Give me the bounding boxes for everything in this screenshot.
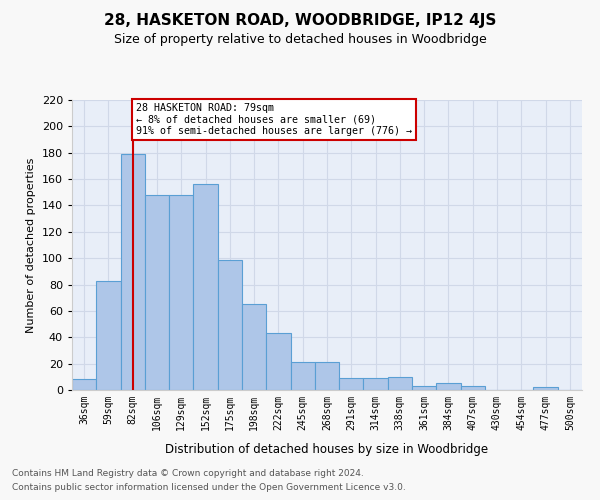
Bar — [145, 195, 169, 390]
Bar — [533, 388, 558, 390]
Bar — [72, 380, 96, 390]
Text: Contains public sector information licensed under the Open Government Licence v3: Contains public sector information licen… — [12, 484, 406, 492]
Bar — [242, 304, 266, 390]
Bar — [461, 386, 485, 390]
Bar — [121, 154, 145, 390]
Bar — [193, 184, 218, 390]
Text: Distribution of detached houses by size in Woodbridge: Distribution of detached houses by size … — [166, 442, 488, 456]
Bar — [96, 280, 121, 390]
Bar — [218, 260, 242, 390]
Text: Size of property relative to detached houses in Woodbridge: Size of property relative to detached ho… — [113, 32, 487, 46]
Text: 28 HASKETON ROAD: 79sqm
← 8% of detached houses are smaller (69)
91% of semi-det: 28 HASKETON ROAD: 79sqm ← 8% of detached… — [136, 102, 412, 136]
Bar — [436, 384, 461, 390]
Bar — [315, 362, 339, 390]
Text: 28, HASKETON ROAD, WOODBRIDGE, IP12 4JS: 28, HASKETON ROAD, WOODBRIDGE, IP12 4JS — [104, 12, 496, 28]
Text: Contains HM Land Registry data © Crown copyright and database right 2024.: Contains HM Land Registry data © Crown c… — [12, 468, 364, 477]
Bar — [169, 195, 193, 390]
Bar — [412, 386, 436, 390]
Bar — [388, 377, 412, 390]
Bar — [290, 362, 315, 390]
Bar — [266, 334, 290, 390]
Bar — [339, 378, 364, 390]
Y-axis label: Number of detached properties: Number of detached properties — [26, 158, 36, 332]
Bar — [364, 378, 388, 390]
